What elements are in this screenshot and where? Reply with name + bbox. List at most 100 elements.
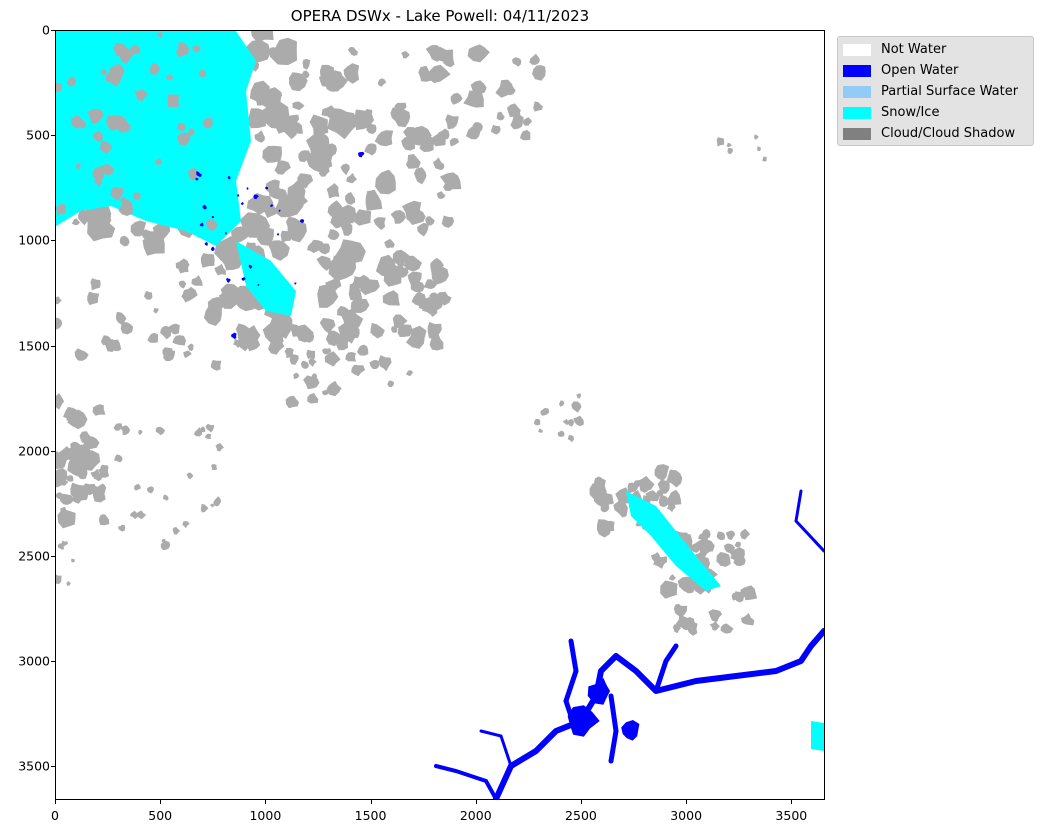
cloud-patch bbox=[301, 70, 310, 79]
cloud-patch bbox=[56, 574, 62, 585]
cloud-patch bbox=[187, 343, 194, 351]
cloud-patch bbox=[136, 510, 147, 520]
cloud-patch bbox=[109, 63, 125, 80]
cloud-patch bbox=[56, 393, 65, 410]
cloud-patch bbox=[87, 291, 100, 306]
cloud-patch bbox=[417, 222, 429, 237]
cloud-patch bbox=[110, 186, 123, 201]
cloud-patch bbox=[71, 218, 80, 226]
cloud-patch bbox=[573, 415, 584, 427]
cloud-patch bbox=[187, 167, 198, 181]
legend-swatch bbox=[843, 85, 871, 98]
cloud-patch bbox=[178, 280, 187, 289]
cloud-patch bbox=[118, 524, 126, 532]
cloud-patch bbox=[262, 145, 282, 163]
legend: Not Water Open Water Partial Surface Water… bbox=[837, 36, 1034, 146]
cloud-patch bbox=[403, 255, 423, 272]
open-water-speck bbox=[246, 187, 249, 190]
cloud-patch bbox=[292, 101, 305, 111]
cloud-patch bbox=[425, 216, 435, 226]
cloud-patch bbox=[247, 338, 261, 352]
legend-swatch bbox=[843, 106, 871, 119]
cloud-patch bbox=[220, 283, 245, 306]
open-water-speck bbox=[211, 246, 215, 251]
cloud-patch bbox=[375, 169, 396, 195]
cloud-patch bbox=[406, 325, 427, 349]
cloud-patch bbox=[191, 275, 203, 286]
cloud-patch bbox=[214, 263, 227, 276]
cloud-patch bbox=[147, 486, 154, 494]
cloud-patch bbox=[280, 230, 293, 243]
cloud-patch bbox=[674, 605, 688, 617]
cloud-patch bbox=[365, 189, 383, 211]
cloud-patch bbox=[100, 335, 112, 346]
cloud-patch bbox=[741, 613, 755, 626]
open-water-body bbox=[567, 705, 600, 737]
cloud-patch bbox=[59, 493, 75, 505]
cloud-patch bbox=[207, 296, 227, 313]
cloud-patch bbox=[337, 305, 352, 318]
cloud-patch bbox=[254, 130, 265, 143]
legend-label: Cloud/Cloud Shadow bbox=[881, 126, 1016, 141]
cloud-patch bbox=[357, 344, 369, 356]
cloud-patch bbox=[708, 609, 723, 622]
cloud-patch bbox=[336, 335, 350, 351]
cloud-patch bbox=[395, 267, 409, 278]
cloud-patch bbox=[192, 45, 201, 53]
x-tick-mark bbox=[55, 800, 56, 804]
cloud-patch bbox=[351, 276, 365, 289]
cloud-patch bbox=[443, 178, 454, 191]
cloud-patch bbox=[134, 483, 141, 491]
cloud-patch bbox=[334, 239, 366, 264]
open-water-speck bbox=[253, 194, 259, 200]
x-tick-mark bbox=[791, 800, 793, 804]
x-tick-label: 2000 bbox=[459, 808, 492, 823]
cloud-patch bbox=[394, 108, 411, 128]
cloud-patch bbox=[495, 79, 514, 98]
cloud-patch bbox=[324, 351, 341, 367]
cloud-patch bbox=[172, 527, 181, 535]
cloud-patch bbox=[206, 219, 218, 231]
snow-ice-region bbox=[236, 241, 296, 316]
cloud-patch bbox=[262, 321, 284, 346]
cloud-patch bbox=[98, 466, 110, 478]
legend-item: Partial Surface Water bbox=[843, 83, 1018, 100]
cloud-patch bbox=[591, 477, 606, 493]
cloud-patch bbox=[57, 446, 72, 463]
cloud-patch bbox=[345, 352, 356, 362]
cloud-patch bbox=[87, 108, 104, 124]
cloud-patch bbox=[163, 350, 176, 362]
cloud-patch bbox=[57, 473, 64, 480]
cloud-patch bbox=[716, 531, 726, 541]
cloud-patch bbox=[432, 131, 446, 147]
cloud-patch bbox=[762, 156, 767, 162]
open-water-speck bbox=[195, 177, 199, 181]
cloud-patch bbox=[391, 326, 398, 333]
cloud-patch bbox=[397, 323, 413, 337]
snow-ice-region bbox=[56, 31, 256, 246]
cloud-patch bbox=[716, 552, 731, 567]
x-tick-label: 500 bbox=[148, 808, 173, 823]
cloud-patch bbox=[370, 322, 385, 339]
cloud-patch bbox=[326, 183, 340, 199]
cloud-patch bbox=[93, 211, 103, 222]
cloud-patch bbox=[726, 142, 732, 147]
cloud-patch bbox=[193, 427, 203, 437]
cloud-patch bbox=[654, 464, 670, 481]
cloud-patch bbox=[210, 360, 222, 371]
cloud-patch bbox=[120, 425, 131, 435]
y-tick-label: 1500 bbox=[18, 338, 50, 354]
cloud-patch bbox=[445, 114, 459, 130]
cloud-patch bbox=[56, 82, 62, 93]
y-tick-label: 1000 bbox=[18, 232, 50, 248]
cloud-patch bbox=[155, 426, 166, 436]
cloud-patch bbox=[153, 307, 159, 314]
cloud-patch bbox=[395, 256, 405, 269]
cloud-patch bbox=[295, 194, 308, 209]
cloud-patch bbox=[100, 140, 113, 155]
open-water-speck bbox=[241, 277, 246, 281]
cloud-patch bbox=[331, 255, 350, 278]
cloud-patch bbox=[118, 198, 134, 216]
cloud-patch bbox=[112, 43, 127, 57]
